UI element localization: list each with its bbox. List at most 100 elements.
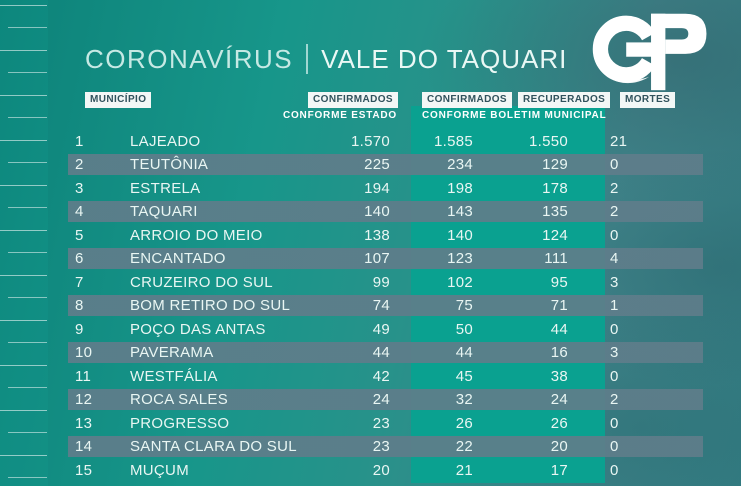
row-deaths: 3	[610, 344, 619, 362]
row-municipality: CRUZEIRO DO SUL	[130, 273, 273, 291]
row-municipality: BOM RETIRO DO SUL	[130, 297, 291, 315]
row-recovered: 26	[550, 414, 568, 432]
row-confirmed-municipal: 143	[447, 203, 473, 221]
row-confirmed-municipal: 45	[455, 367, 473, 385]
title-coronavirus: CORONAVÍRUS	[85, 43, 294, 74]
row-confirmed-municipal: 26	[455, 414, 473, 432]
table-row: 1 LAJEADO 1.570 1.585 1.550 21	[68, 130, 703, 153]
header-recuperados: RECUPERADOS	[518, 92, 611, 108]
row-recovered: 124	[542, 226, 568, 244]
row-deaths: 0	[610, 226, 619, 244]
row-municipality: PAVERAMA	[130, 344, 214, 362]
ruler-lines-short	[8, 0, 47, 486]
row-deaths: 0	[610, 320, 619, 338]
row-deaths: 0	[610, 461, 619, 479]
row-confirmed-municipal: 21	[455, 461, 473, 479]
row-rank: 9	[75, 320, 84, 338]
row-deaths: 2	[610, 391, 619, 409]
table-row: 4 TAQUARI 140 143 135 2	[68, 200, 703, 224]
left-ruler-decoration	[0, 0, 48, 486]
row-confirmed-state: 42	[372, 367, 390, 385]
row-confirmed-state: 107	[364, 250, 390, 268]
header-municipio: MUNICÍPIO	[85, 92, 152, 108]
row-rank: 15	[75, 461, 93, 479]
title-divider	[306, 44, 309, 74]
table-row: 8 BOM RETIRO DO SUL 74 75 71 1	[68, 294, 703, 318]
row-confirmed-state: 44	[372, 344, 390, 362]
row-confirmed-state: 140	[364, 203, 390, 221]
table-row: 13 PROGRESSO 23 26 26 0	[68, 412, 703, 435]
row-deaths: 2	[610, 179, 619, 197]
row-municipality: POÇO DAS ANTAS	[130, 320, 266, 338]
row-recovered: 111	[544, 250, 568, 268]
row-recovered: 135	[542, 203, 568, 221]
row-confirmed-state: 24	[372, 391, 390, 409]
row-rank: 5	[75, 226, 84, 244]
row-confirmed-municipal: 32	[455, 391, 473, 409]
row-confirmed-state: 49	[372, 320, 390, 338]
row-rank: 13	[75, 414, 93, 432]
row-rank: 8	[75, 297, 84, 315]
row-confirmed-municipal: 44	[455, 344, 473, 362]
table-row: 5 ARROIO DO MEIO 138 140 124 0	[68, 224, 703, 247]
gp-logo-icon	[592, 13, 707, 91]
row-rank: 11	[75, 367, 92, 385]
row-confirmed-state: 99	[372, 273, 390, 291]
row-rank: 7	[75, 273, 84, 291]
table-row: 15 MUÇUM 20 21 17 0	[68, 459, 703, 482]
row-rank: 4	[75, 203, 84, 221]
row-confirmed-municipal: 102	[447, 273, 473, 291]
row-confirmed-municipal: 22	[455, 438, 473, 456]
row-municipality: WESTFÁLIA	[130, 367, 218, 385]
row-recovered: 24	[550, 391, 568, 409]
row-municipality: ROCA SALES	[130, 391, 229, 409]
row-municipality: ARROIO DO MEIO	[130, 226, 263, 244]
row-municipality: TEUTÔNIA	[130, 156, 209, 174]
row-rank: 6	[75, 250, 84, 268]
row-deaths: 21	[610, 133, 628, 150]
table-row: 11 WESTFÁLIA 42 45 38 0	[68, 365, 703, 388]
row-rank: 10	[75, 344, 93, 362]
title-region: VALE DO TAQUARI	[321, 43, 568, 74]
row-recovered: 38	[550, 367, 568, 385]
table-row: 6 ENCANTADO 107 123 111 4	[68, 247, 703, 271]
table-rows: 1 LAJEADO 1.570 1.585 1.550 21 2 TEUTÔNI…	[68, 130, 703, 482]
row-recovered: 178	[542, 179, 568, 197]
row-confirmed-state: 23	[372, 414, 390, 432]
row-municipality: TAQUARI	[130, 203, 198, 221]
row-confirmed-state: 23	[372, 438, 390, 456]
row-confirmed-municipal: 234	[447, 156, 473, 174]
row-confirmed-state: 138	[364, 226, 390, 244]
header-confirmados-municipal: CONFIRMADOS	[422, 92, 512, 108]
row-confirmed-municipal: 140	[447, 226, 473, 244]
row-municipality: LAJEADO	[130, 133, 201, 150]
row-confirmed-municipal: 75	[455, 297, 473, 315]
row-deaths: 2	[610, 203, 619, 221]
row-recovered: 1.550	[528, 133, 568, 150]
row-recovered: 16	[550, 344, 568, 362]
table-row: 3 ESTRELA 194 198 178 2	[68, 177, 703, 200]
row-municipality: ESTRELA	[130, 179, 201, 197]
row-recovered: 17	[550, 461, 568, 479]
row-confirmed-state: 74	[372, 297, 390, 315]
row-deaths: 3	[610, 273, 619, 291]
table-row: 7 CRUZEIRO DO SUL 99 102 95 3	[68, 271, 703, 294]
row-municipality: MUÇUM	[130, 461, 189, 479]
table-row: 9 POÇO DAS ANTAS 49 50 44 0	[68, 318, 703, 341]
table-row: 14 SANTA CLARA DO SUL 23 22 20 0	[68, 435, 703, 459]
row-confirmed-state: 194	[364, 179, 390, 197]
table-row: 10 PAVERAMA 44 44 16 3	[68, 341, 703, 365]
row-confirmed-municipal: 50	[455, 320, 473, 338]
row-deaths: 0	[610, 438, 619, 456]
row-confirmed-municipal: 198	[447, 179, 473, 197]
table-row: 2 TEUTÔNIA 225 234 129 0	[68, 153, 703, 177]
row-rank: 2	[75, 156, 84, 174]
row-confirmed-state: 225	[364, 156, 390, 174]
header-mortes: MORTES	[620, 92, 676, 108]
row-confirmed-municipal: 1.585	[433, 133, 473, 150]
row-deaths: 4	[610, 250, 619, 268]
table-row: 12 ROCA SALES 24 32 24 2	[68, 388, 703, 412]
row-rank: 14	[75, 438, 93, 456]
row-recovered: 129	[542, 156, 568, 174]
